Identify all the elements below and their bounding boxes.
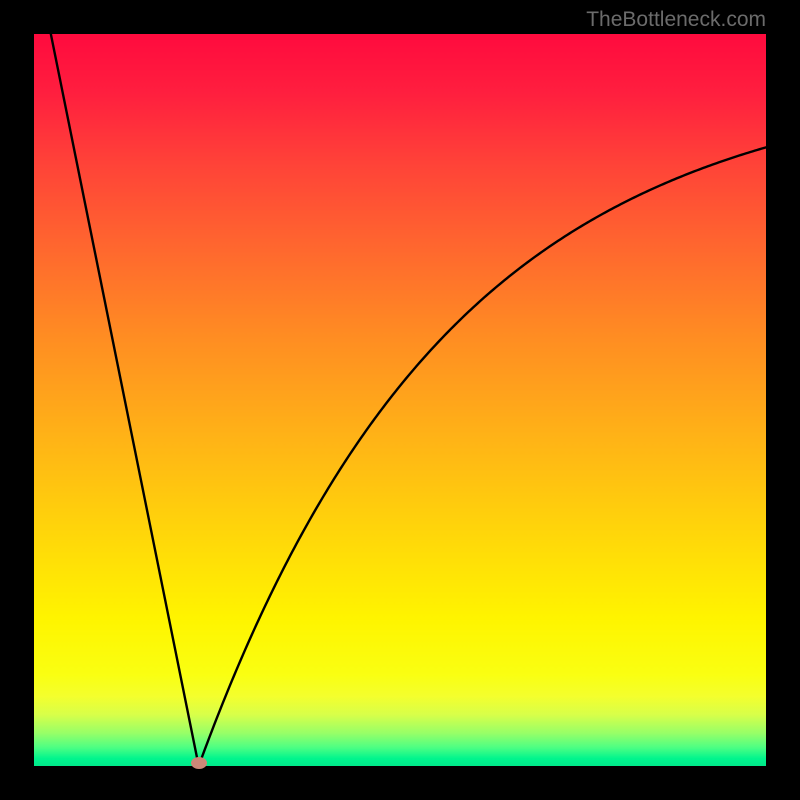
optimal-point-marker	[191, 757, 207, 769]
watermark-label: TheBottleneck.com	[586, 8, 766, 32]
plot-frame	[34, 34, 766, 766]
stage: TheBottleneck.com	[0, 0, 800, 800]
gradient-background	[34, 34, 766, 766]
